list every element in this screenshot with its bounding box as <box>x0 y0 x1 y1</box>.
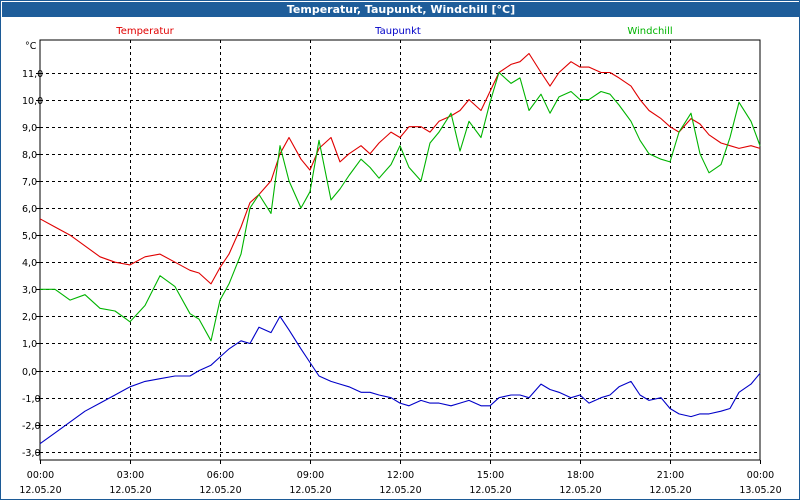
y-tick-label: 7,0 <box>22 177 37 188</box>
y-tick-label: 3,0 <box>22 285 37 296</box>
grid <box>36 39 761 464</box>
y-tick-label: 9,0 <box>22 123 37 134</box>
x-tick-date: 12.05.20 <box>469 485 511 496</box>
legend-taupunkt: Taupunkt <box>374 26 421 37</box>
x-tick-time: 00:00 <box>27 470 54 481</box>
y-tick-label: -1,0 <box>22 394 41 405</box>
x-tick-date: 12.05.20 <box>649 485 691 496</box>
x-tick-time: 09:00 <box>297 470 324 481</box>
x-axis-ticks: 00:00 12.05.20 03:00 12.05.20 06:00 12.05.20 0… <box>19 470 781 496</box>
y-tick-label: 0,0 <box>22 367 37 378</box>
x-tick-date: 12.05.20 <box>379 485 421 496</box>
x-tick-date: 12.05.20 <box>559 485 601 496</box>
y-tick-label: 1,0 <box>22 339 37 350</box>
y-tick-label: 4,0 <box>22 258 37 269</box>
y-tick-label: -3,0 <box>22 448 41 459</box>
x-tick-time: 12:00 <box>387 470 414 481</box>
x-tick-time: 03:00 <box>117 470 144 481</box>
series-lines <box>39 52 761 445</box>
y-tick-label: 5,0 <box>22 231 37 242</box>
x-tick-time: 21:00 <box>657 470 684 481</box>
y-axis-label: °C <box>25 41 37 52</box>
x-tick-time: 18:00 <box>567 470 594 481</box>
y-axis-ticks: -3,0 -2,0 -1,0 0,0 1,0 2,0 3,0 4,0 5,0 6,0 7,0 8,0 9… <box>22 69 43 459</box>
x-tick-date: 12.05.20 <box>109 485 151 496</box>
legend-windchill: Windchill <box>627 26 672 37</box>
series-line-taupunkt <box>39 315 761 445</box>
x-tick-date: 12.05.20 <box>199 485 241 496</box>
chart-title: Temperatur, Taupunkt, Windchill [°C] <box>2 2 800 17</box>
y-tick-label: 11,0 <box>22 69 43 80</box>
y-tick-label: -2,0 <box>22 421 41 432</box>
y-tick-label: 2,0 <box>22 312 37 323</box>
x-tick-date: 12.05.20 <box>289 485 331 496</box>
x-tick-time: 00:00 <box>747 470 774 481</box>
x-tick-time: 06:00 <box>207 470 234 481</box>
series-line-temperatur <box>39 52 761 285</box>
x-tick-time: 15:00 <box>477 470 504 481</box>
y-tick-label: 10,0 <box>22 96 43 107</box>
y-tick-label: 6,0 <box>22 204 37 215</box>
legend: Temperatur Taupunkt Windchill <box>115 26 672 37</box>
series-line-windchill <box>40 71 761 342</box>
legend-temperatur: Temperatur <box>115 26 174 37</box>
x-tick-date: 13.05.20 <box>739 485 781 496</box>
x-tick-date: 12.05.20 <box>19 485 61 496</box>
y-tick-label: 8,0 <box>22 150 37 161</box>
